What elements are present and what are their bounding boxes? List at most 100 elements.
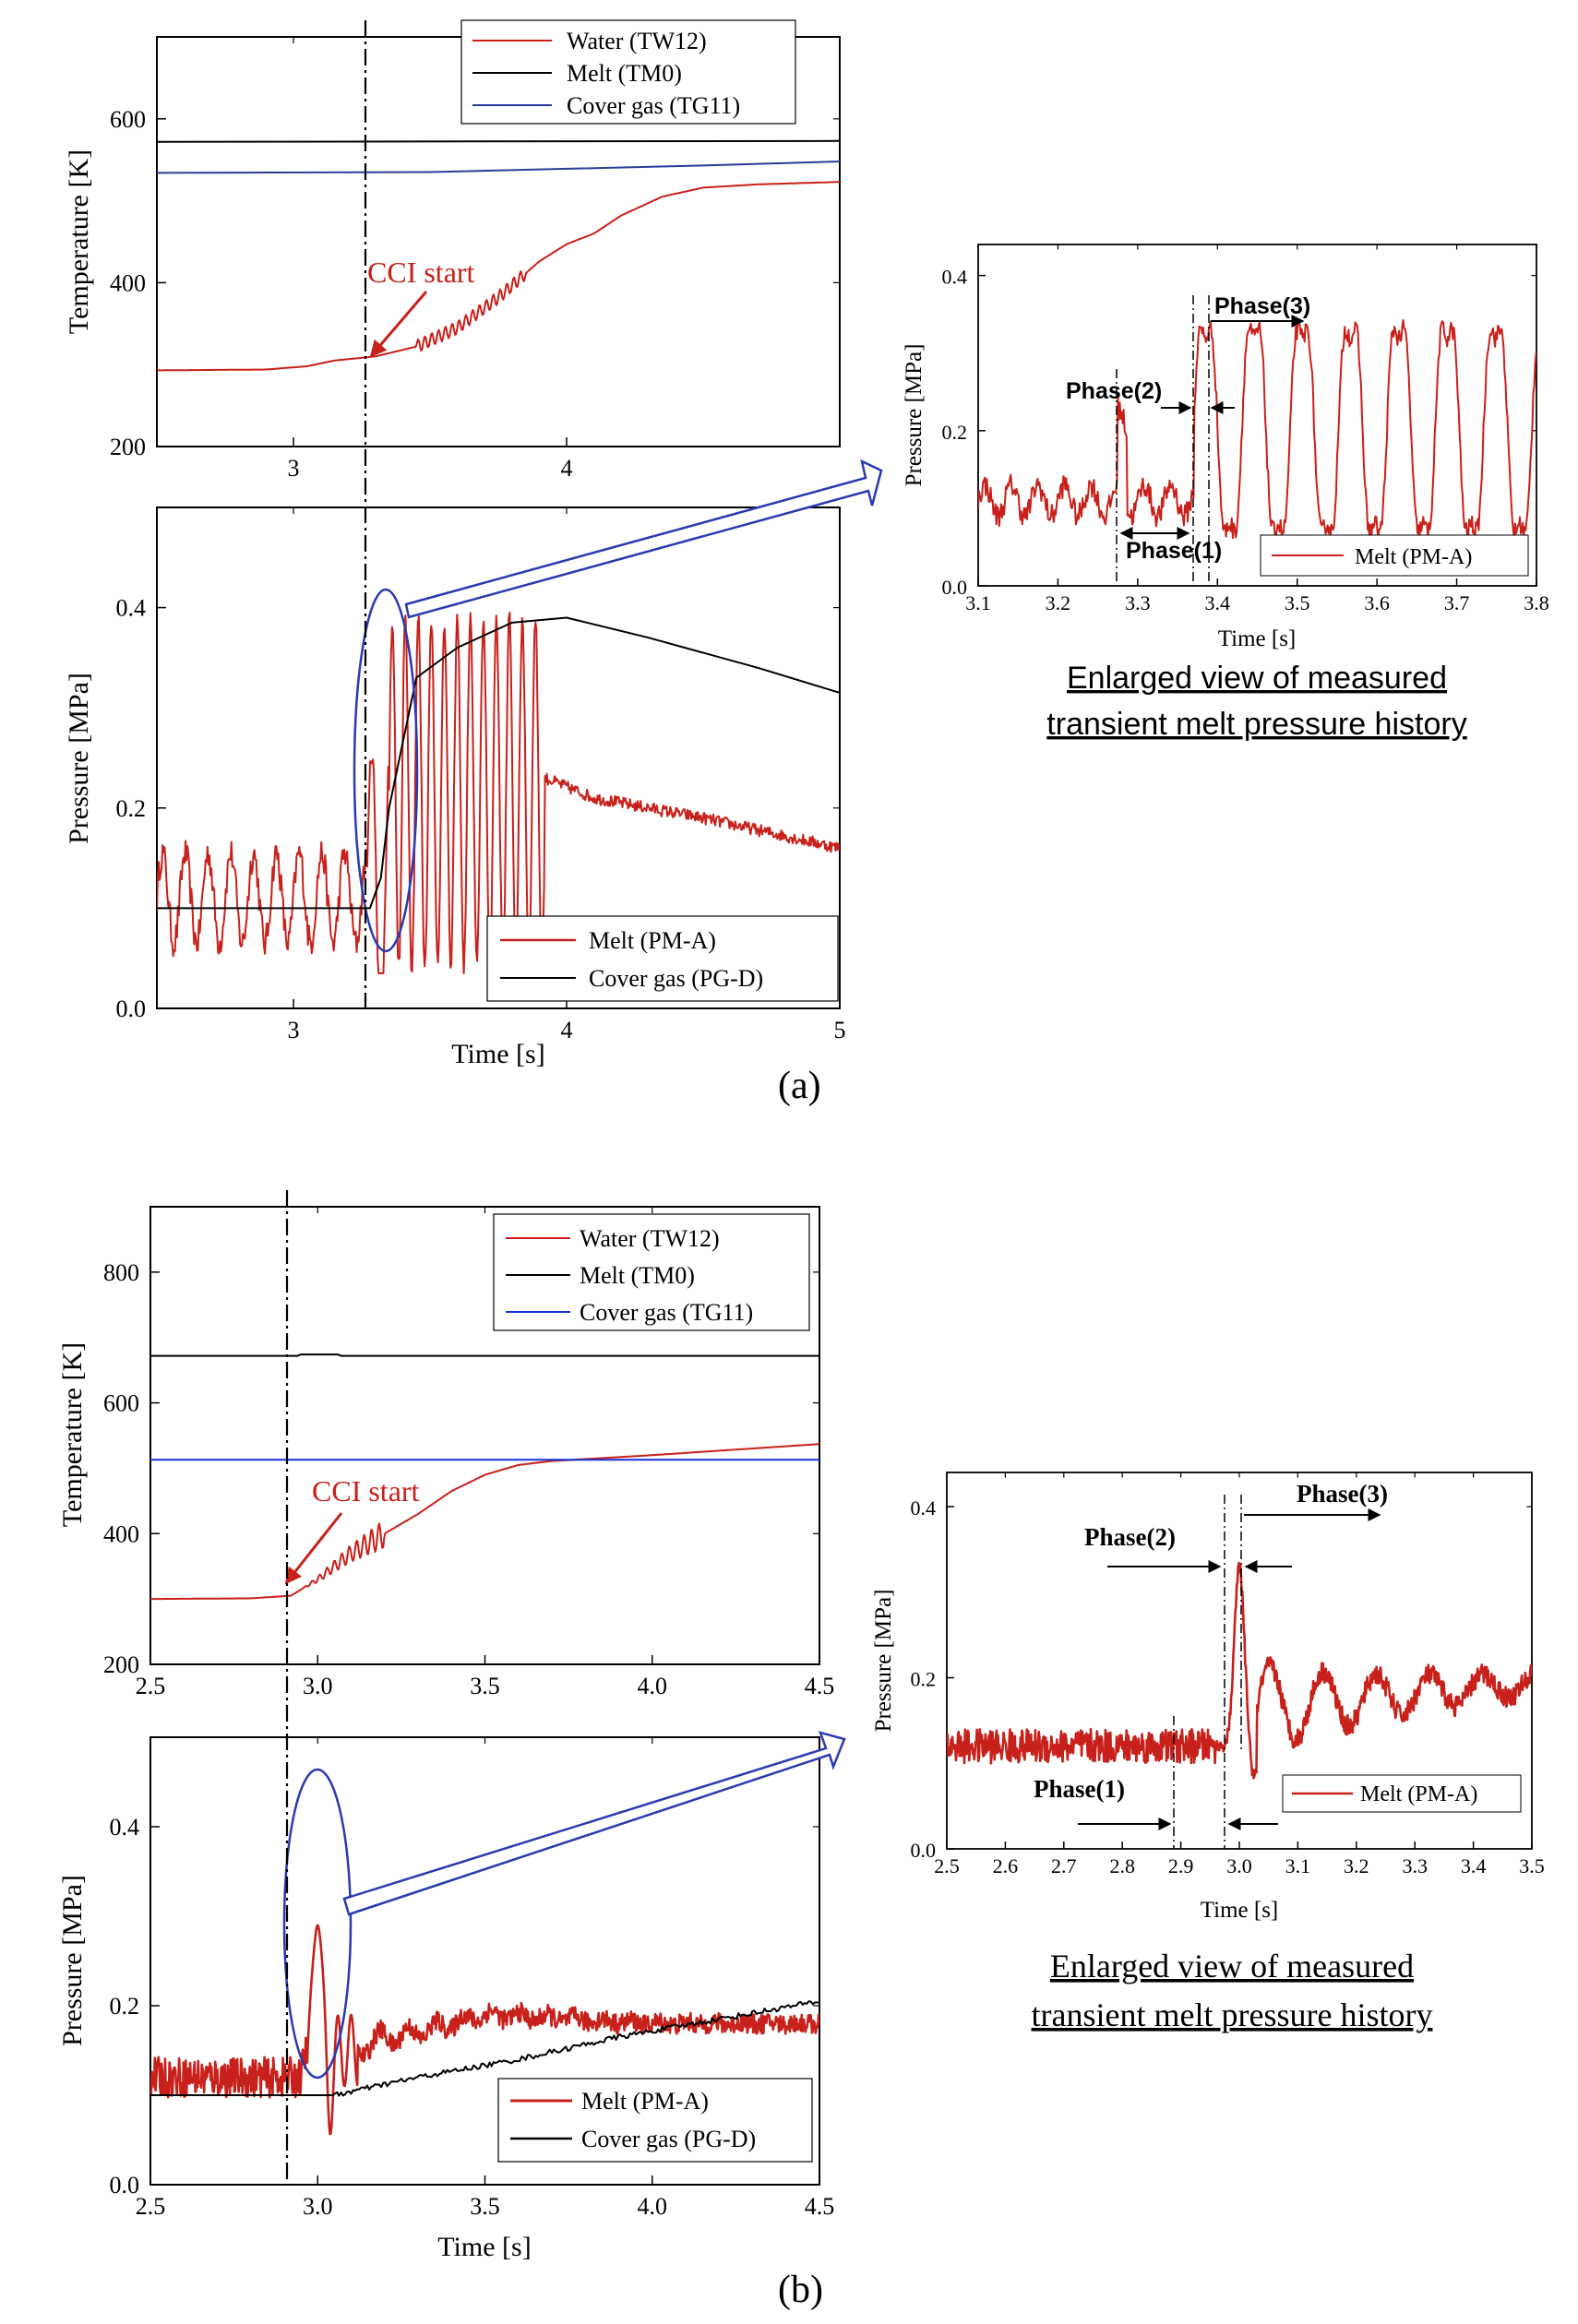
y-tick-label: 0.2	[116, 795, 147, 822]
x-axis-label: Time [s]	[437, 2232, 531, 2262]
panel-label-a: (a)	[778, 1065, 821, 1107]
series-line-cover-gas-pg-d	[157, 616, 840, 910]
x-tick-label: 3.0	[303, 1673, 333, 1699]
y-tick-label: 0.4	[110, 1814, 140, 1841]
y-axis-label: Temperature [K]	[57, 1342, 88, 1527]
x-tick-label: 3.3	[1125, 591, 1151, 614]
y-tick-label: 0.0	[110, 2172, 140, 2199]
x-tick-label: 2.8	[1109, 1854, 1135, 1877]
enlarged-caption-b-line1: Enlarged view of measured	[1050, 1948, 1414, 1984]
series-line-melt-pm-a	[157, 612, 840, 974]
zoom-arrow	[404, 459, 883, 619]
y-axis-label: Pressure [MPa]	[871, 1590, 896, 1733]
x-axis-label: Time [s]	[1218, 626, 1297, 651]
legend-water: Water (TW12)	[567, 28, 707, 54]
x-axis-label: Time [s]	[1201, 1898, 1279, 1923]
x-tick-label: 3.7	[1444, 591, 1470, 614]
series-line-melt-pm-a	[978, 318, 1536, 542]
x-tick-label: 2.9	[1168, 1854, 1194, 1877]
zoom-region-ellipse	[282, 1768, 353, 2080]
x-tick-label: 2.6	[993, 1854, 1019, 1877]
legend-melt: Melt (PM-A)	[589, 927, 716, 954]
series-line-melt-pm-a	[150, 1924, 819, 2136]
series-line-water-tw12	[157, 181, 840, 372]
x-axis-label: Time [s]	[451, 1039, 544, 1069]
y-tick-label: 0.4	[116, 595, 147, 622]
y-tick-label: 0.4	[942, 266, 968, 289]
series-line-melt-tm0	[157, 139, 840, 143]
legend-water: Water (TW12)	[580, 1225, 720, 1252]
x-tick-label: 3.2	[1344, 1854, 1369, 1877]
legend-box	[486, 915, 839, 1002]
cci-start-annotation: CCI start	[312, 1474, 420, 1508]
zoom-arrow	[342, 1731, 846, 1916]
x-tick-label: 2.5	[934, 1854, 960, 1877]
series-line-melt-pm-a	[947, 1561, 1532, 1780]
legend-box	[497, 2078, 813, 2163]
legend-melt: Melt (TM0)	[580, 1262, 695, 1289]
phase3-label: Phase(3)	[1297, 1480, 1388, 1508]
y-axis-label: Pressure [MPa]	[902, 344, 926, 487]
x-tick-label: 3.0	[303, 2193, 333, 2220]
series-line-cover-gas-pg-d	[150, 2000, 819, 2097]
x-tick-label: 3.4	[1461, 1854, 1487, 1877]
y-tick-label: 0.0	[116, 995, 147, 1022]
x-tick-label: 3.5	[1519, 1854, 1545, 1877]
y-tick-label: 0.0	[942, 576, 968, 599]
legend-cover-gas: Cover gas (TG11)	[567, 92, 740, 119]
plot-frame	[977, 244, 1537, 587]
cci-start-annotation: CCI start	[367, 256, 475, 289]
enlarged-caption-a-line2: transient melt pressure history	[1046, 707, 1466, 742]
phase3-label: Phase(3)	[1214, 293, 1310, 319]
panel-a-pressure-chart: Pressure [MPa] Time [s] 3 4 5 0.0 0.2 0.4 Mel…	[64, 507, 846, 1069]
x-tick-label: 3	[288, 455, 300, 482]
x-tick-label: 4	[561, 1017, 573, 1043]
legend-melt: Melt (PM-A)	[1360, 1782, 1477, 1806]
panel-b-enlarged-chart: Pressure [MPa] Time [s] 2.5 2.6 2.7 2.8 2.9 3…	[871, 1472, 1545, 1923]
y-tick-label: 400	[103, 1520, 139, 1547]
x-tick-label: 4	[561, 455, 573, 482]
enlarged-caption-b-line2: transient melt pressure history	[1032, 1996, 1433, 2033]
x-tick-label: 4.5	[805, 1673, 835, 1699]
plot-frame	[156, 507, 841, 1009]
enlarged-caption-a-line1: Enlarged view of measured	[1067, 661, 1447, 696]
legend-cover-gas: Cover gas (PG-D)	[589, 965, 763, 992]
legend-melt: Melt (TM0)	[567, 60, 682, 87]
y-tick-label: 200	[103, 1651, 139, 1678]
cci-start-arrow	[369, 291, 428, 358]
x-tick-label: 3.5	[470, 2193, 500, 2220]
y-tick-label: 0.2	[942, 421, 968, 444]
x-tick-label: 3.5	[1285, 591, 1310, 614]
x-tick-label: 3.3	[1402, 1854, 1428, 1877]
y-tick-label: 400	[110, 269, 146, 296]
y-tick-label: 0.2	[911, 1668, 937, 1691]
legend-melt: Melt (PM-A)	[1355, 545, 1472, 569]
x-tick-label: 2.5	[136, 2193, 166, 2220]
phase1-label: Phase(1)	[1126, 538, 1222, 564]
y-axis-label: Temperature [K]	[64, 149, 94, 334]
panel-b-temperature-chart: Temperature [K] 2.5 3.0 3.5 4.0 4.5 200 400 600…	[57, 1206, 835, 1699]
series-line-cover-gas-tg11	[157, 161, 840, 174]
y-tick-label: 0.0	[911, 1839, 937, 1862]
x-tick-label: 3.8	[1524, 591, 1549, 614]
x-tick-label: 4.0	[638, 1673, 668, 1699]
x-tick-label: 3	[288, 1017, 300, 1043]
panel-a-temperature-chart: Temperature [K] 3 4 200 400 600 Water (TW12)…	[64, 19, 841, 482]
phase2-label: Phase(2)	[1066, 378, 1162, 404]
y-axis-label: Pressure [MPa]	[57, 1875, 88, 2046]
x-tick-label: 3.1	[1285, 1854, 1311, 1877]
zoom-region-ellipse	[353, 588, 419, 953]
legend-cover-gas: Cover gas (TG11)	[580, 1299, 753, 1326]
y-tick-label: 200	[110, 434, 146, 460]
y-tick-label: 0.4	[911, 1496, 937, 1520]
legend-cover-gas: Cover gas (PG-D)	[581, 2126, 756, 2152]
x-tick-label: 2.5	[136, 1673, 166, 1699]
phase2-label: Phase(2)	[1084, 1523, 1176, 1551]
panel-b-pressure-chart: Pressure [MPa] Time [s] 2.5 3.0 3.5 4.0 4.5 0…	[57, 1736, 834, 2262]
y-tick-label: 600	[103, 1390, 139, 1417]
cci-start-arrow	[284, 1512, 343, 1585]
y-tick-label: 600	[110, 106, 146, 133]
x-tick-label: 3.4	[1205, 591, 1231, 614]
legend-melt: Melt (PM-A)	[581, 2088, 709, 2115]
y-tick-label: 0.2	[110, 1993, 140, 2020]
